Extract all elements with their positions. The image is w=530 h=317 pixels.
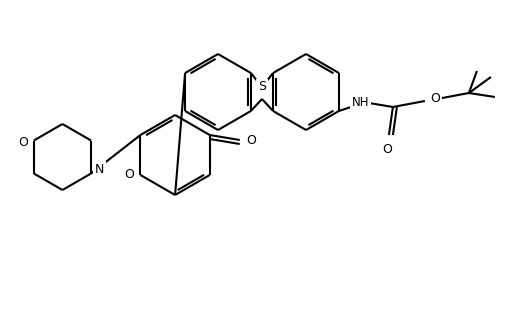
Text: O: O [125, 169, 135, 182]
Text: O: O [382, 143, 392, 156]
Text: O: O [247, 133, 257, 146]
Text: NH: NH [352, 96, 369, 109]
Text: O: O [430, 92, 440, 105]
Text: S: S [258, 81, 266, 94]
Text: O: O [18, 136, 28, 149]
Text: N: N [95, 163, 104, 176]
